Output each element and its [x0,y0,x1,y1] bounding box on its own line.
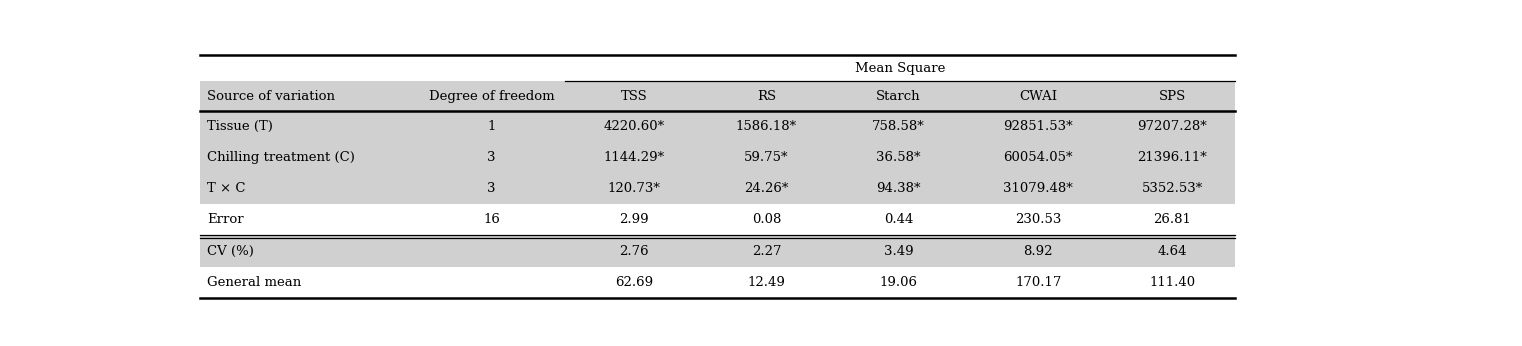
Text: SPS: SPS [1158,90,1186,103]
Bar [199,142,1236,173]
Bar [199,204,1236,236]
Bar [199,267,1236,298]
Text: 21396.11*: 21396.11* [1137,151,1207,164]
Text: 31079.48*: 31079.48* [1003,182,1073,195]
Text: 62.69: 62.69 [615,276,653,289]
Text: 36.58*: 36.58* [877,151,921,164]
Text: RS: RS [756,90,776,103]
Text: 1144.29*: 1144.29* [604,151,665,164]
Bar [199,111,1236,142]
Text: 3: 3 [487,151,496,164]
Bar [199,82,1236,111]
Bar [199,173,1236,204]
Text: 60054.05*: 60054.05* [1003,151,1073,164]
Text: 111.40: 111.40 [1149,276,1195,289]
Text: 3: 3 [487,182,496,195]
Text: Chilling treatment (C): Chilling treatment (C) [207,151,355,164]
Text: Error: Error [207,213,244,226]
Text: 4220.60*: 4220.60* [604,120,665,133]
Text: CV (%): CV (%) [207,245,254,257]
Text: 230.53: 230.53 [1015,213,1061,226]
Text: 1: 1 [487,120,496,133]
Text: T × C: T × C [207,182,245,195]
Text: 0.08: 0.08 [752,213,781,226]
Text: 26.81: 26.81 [1154,213,1192,226]
Text: 3.49: 3.49 [884,245,913,257]
Text: 19.06: 19.06 [880,276,918,289]
Text: 59.75*: 59.75* [744,151,788,164]
Text: 94.38*: 94.38* [877,182,921,195]
Text: 8.92: 8.92 [1024,245,1053,257]
Text: Mean Square: Mean Square [855,62,945,75]
Bar [199,236,1236,267]
Text: General mean: General mean [207,276,301,289]
Text: Starch: Starch [877,90,921,103]
Text: 92851.53*: 92851.53* [1003,120,1073,133]
Text: 4.64: 4.64 [1157,245,1187,257]
Text: 120.73*: 120.73* [607,182,661,195]
Text: 0.44: 0.44 [884,213,913,226]
Text: TSS: TSS [621,90,648,103]
Text: Tissue (T): Tissue (T) [207,120,272,133]
Text: 2.99: 2.99 [619,213,650,226]
Text: CWAI: CWAI [1020,90,1058,103]
Text: 2.76: 2.76 [619,245,650,257]
Text: 170.17: 170.17 [1015,276,1061,289]
Text: Degree of freedom: Degree of freedom [429,90,554,103]
Text: 758.58*: 758.58* [872,120,925,133]
Text: 16: 16 [482,213,501,226]
Text: 5352.53*: 5352.53* [1142,182,1202,195]
Text: 12.49: 12.49 [747,276,785,289]
Text: 1586.18*: 1586.18* [737,120,798,133]
Text: 24.26*: 24.26* [744,182,788,195]
Text: Source of variation: Source of variation [207,90,335,103]
Text: 2.27: 2.27 [752,245,781,257]
Text: 97207.28*: 97207.28* [1137,120,1207,133]
